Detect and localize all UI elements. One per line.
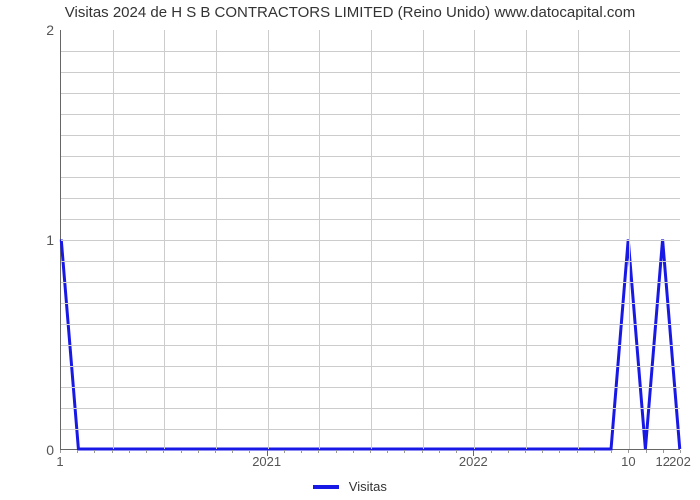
x-tick-label: 202 — [669, 454, 691, 469]
x-tick-minor — [456, 450, 457, 453]
x-tick-minor — [611, 450, 612, 453]
x-tick-label: 10 — [621, 454, 635, 469]
x-tick-minor — [439, 450, 440, 453]
x-tick-minor — [94, 450, 95, 453]
x-tick-label: 12 — [656, 454, 670, 469]
x-tick-minor — [129, 450, 130, 453]
gridline-vertical — [319, 30, 320, 449]
gridline-vertical — [629, 30, 630, 449]
gridline-vertical — [216, 30, 217, 449]
x-tick-minor — [491, 450, 492, 453]
plot-area — [60, 30, 680, 450]
x-tick-minor — [60, 450, 61, 453]
gridline-vertical — [474, 30, 475, 449]
chart-container: Visitas 2024 de H S B CONTRACTORS LIMITE… — [0, 0, 700, 500]
x-tick-minor — [422, 450, 423, 453]
x-tick-minor — [559, 450, 560, 453]
y-tick-label: 0 — [14, 442, 54, 458]
chart-title: Visitas 2024 de H S B CONTRACTORS LIMITE… — [0, 4, 700, 21]
x-tick-minor — [77, 450, 78, 453]
x-tick-label: 2022 — [459, 454, 488, 469]
x-tick-minor — [301, 450, 302, 453]
x-tick-minor — [387, 450, 388, 453]
x-tick-minor — [215, 450, 216, 453]
legend-label: Visitas — [349, 479, 387, 494]
x-tick-minor — [663, 450, 664, 453]
x-tick-minor — [112, 450, 113, 453]
x-tick-minor — [146, 450, 147, 453]
x-tick-label: 2021 — [252, 454, 281, 469]
x-tick-minor — [680, 450, 681, 453]
x-tick-minor — [181, 450, 182, 453]
x-tick-minor — [163, 450, 164, 453]
gridline-vertical — [423, 30, 424, 449]
x-tick-minor — [508, 450, 509, 453]
x-tick-minor — [318, 450, 319, 453]
x-tick-minor — [577, 450, 578, 453]
y-tick-label: 1 — [14, 232, 54, 248]
x-tick-minor — [594, 450, 595, 453]
y-tick-label: 2 — [14, 22, 54, 38]
x-tick-minor — [353, 450, 354, 453]
gridline-vertical — [371, 30, 372, 449]
x-tick-minor — [336, 450, 337, 453]
gridline-vertical — [578, 30, 579, 449]
x-tick-minor — [284, 450, 285, 453]
gridline-vertical — [526, 30, 527, 449]
x-tick-minor — [646, 450, 647, 453]
x-tick-minor — [198, 450, 199, 453]
x-tick-minor — [542, 450, 543, 453]
gridline-vertical — [268, 30, 269, 449]
legend: Visitas — [0, 478, 700, 494]
legend-swatch — [313, 485, 339, 489]
gridline-vertical — [164, 30, 165, 449]
x-tick-minor — [628, 450, 629, 453]
x-tick-minor — [249, 450, 250, 453]
gridline-vertical — [113, 30, 114, 449]
x-tick-minor — [404, 450, 405, 453]
x-tick-minor — [525, 450, 526, 453]
x-tick-label: 1 — [56, 454, 63, 469]
x-tick-minor — [370, 450, 371, 453]
x-tick-minor — [232, 450, 233, 453]
